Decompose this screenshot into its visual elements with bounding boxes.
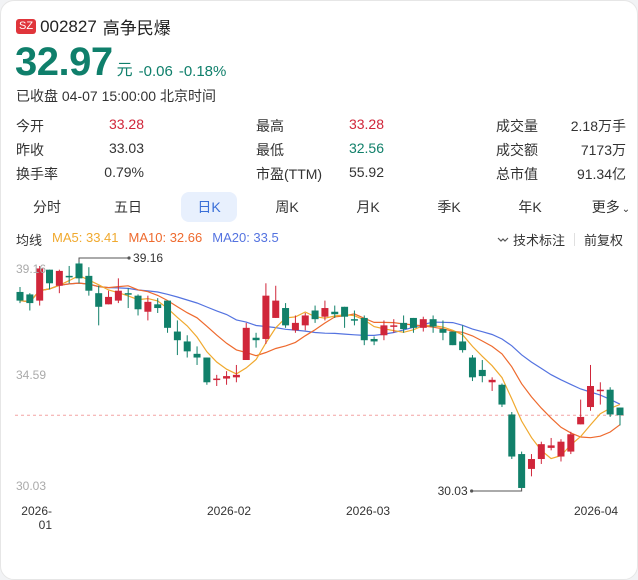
stat-label: 成交量 xyxy=(496,118,538,134)
stat-value: 2.18万手 xyxy=(570,118,626,134)
ma10-value: MA10: 32.66 xyxy=(128,230,203,245)
stock-name: 高争民爆 xyxy=(102,19,171,38)
stat-value: 32.56 xyxy=(348,140,384,156)
current-price: 32.97 xyxy=(15,40,113,84)
more-label: 更多 xyxy=(591,199,620,215)
chevron-down-icon: ⌄ xyxy=(621,204,631,215)
stat-value: 33.03 xyxy=(108,140,144,156)
tab-daily-k[interactable]: 日K xyxy=(181,192,237,222)
tab-intraday[interactable]: 分时 xyxy=(33,199,61,215)
tab-five-day[interactable]: 五日 xyxy=(114,199,142,215)
stats-grid: 今开 33.28 最高 33.28 成交量 2.18万手 昨收 33.03 最低 32.5… xyxy=(16,114,626,186)
x-tick-mar: 2026-03 xyxy=(346,504,391,518)
stat-value: 91.34亿 xyxy=(576,166,626,182)
market-status: 已收盘 04-07 15:00:00 北京时间 xyxy=(16,88,216,104)
stat-label: 昨收 xyxy=(16,142,44,158)
price-change-pct: -0.18% xyxy=(178,63,227,80)
x-tick-jan: 2026-01 xyxy=(21,504,52,532)
kline-chart[interactable]: 39.16 30.03 xyxy=(1,251,638,501)
period-tabs: 分时 五日 日K 周K 月K 季K 年K 更多 ⌄ xyxy=(11,192,638,222)
adjust-button[interactable]: 前复权 xyxy=(583,233,623,248)
stat-value: 0.79% xyxy=(104,164,144,180)
price-row: 32.97 元 -0.06 -0.18% xyxy=(15,41,226,83)
stats-row: 昨收 33.03 最低 32.56 成交额 7173万 xyxy=(16,138,626,162)
ma-label: 均线 xyxy=(16,233,43,248)
stats-row: 换手率 0.79% 市盈(TTM) 55.92 总市值 91.34亿 xyxy=(16,162,626,186)
stat-label: 市盈(TTM) xyxy=(256,166,323,182)
x-tick-apr: 2026-04 xyxy=(574,504,619,518)
annotate-label: 技术标注 xyxy=(512,233,565,248)
stat-label: 最低 xyxy=(256,142,284,158)
stock-code: 002827 xyxy=(40,16,97,36)
svg-text:39.16: 39.16 xyxy=(133,251,163,265)
stat-value: 33.28 xyxy=(348,116,384,132)
ma5-value: MA5: 33.41 xyxy=(52,230,119,245)
tab-weekly-k[interactable]: 周K xyxy=(275,199,299,215)
annotate-button[interactable]: 技术标注 xyxy=(497,230,565,249)
wave-icon xyxy=(497,237,509,242)
stat-value: 55.92 xyxy=(348,164,384,180)
stat-value: 7173万 xyxy=(580,142,626,158)
stat-label: 总市值 xyxy=(496,166,538,182)
tab-yearly-k[interactable]: 年K xyxy=(518,199,542,215)
y-tick-top: 39.16 xyxy=(16,262,47,276)
price-unit: 元 xyxy=(116,62,133,79)
stat-label: 今开 xyxy=(16,118,44,134)
ma20-value: MA20: 33.5 xyxy=(212,230,279,245)
stock-title-row: SZ 002827 高争民爆 xyxy=(16,14,171,39)
y-tick-mid: 34.59 xyxy=(16,368,47,382)
tab-quarterly-k[interactable]: 季K xyxy=(437,199,461,215)
y-tick-bottom: 30.03 xyxy=(16,479,47,493)
divider xyxy=(573,233,575,246)
tab-monthly-k[interactable]: 月K xyxy=(356,199,380,215)
exchange-badge: SZ xyxy=(16,19,37,34)
stats-row: 今开 33.28 最高 33.28 成交量 2.18万手 xyxy=(16,114,626,138)
svg-text:30.03: 30.03 xyxy=(438,484,468,498)
x-tick-feb: 2026-02 xyxy=(207,504,252,518)
price-change: -0.06 xyxy=(138,63,173,80)
stat-label: 换手率 xyxy=(16,166,58,182)
tab-more[interactable]: 更多 ⌄ xyxy=(575,192,638,222)
stat-label: 最高 xyxy=(256,118,284,134)
chart-tools: 技术标注 前复权 xyxy=(497,230,623,249)
stat-value: 33.28 xyxy=(108,116,144,132)
ma-legend: 均线 MA5: 33.41 MA10: 32.66 MA20: 33.5 xyxy=(16,230,289,249)
stat-label: 成交额 xyxy=(496,142,538,158)
